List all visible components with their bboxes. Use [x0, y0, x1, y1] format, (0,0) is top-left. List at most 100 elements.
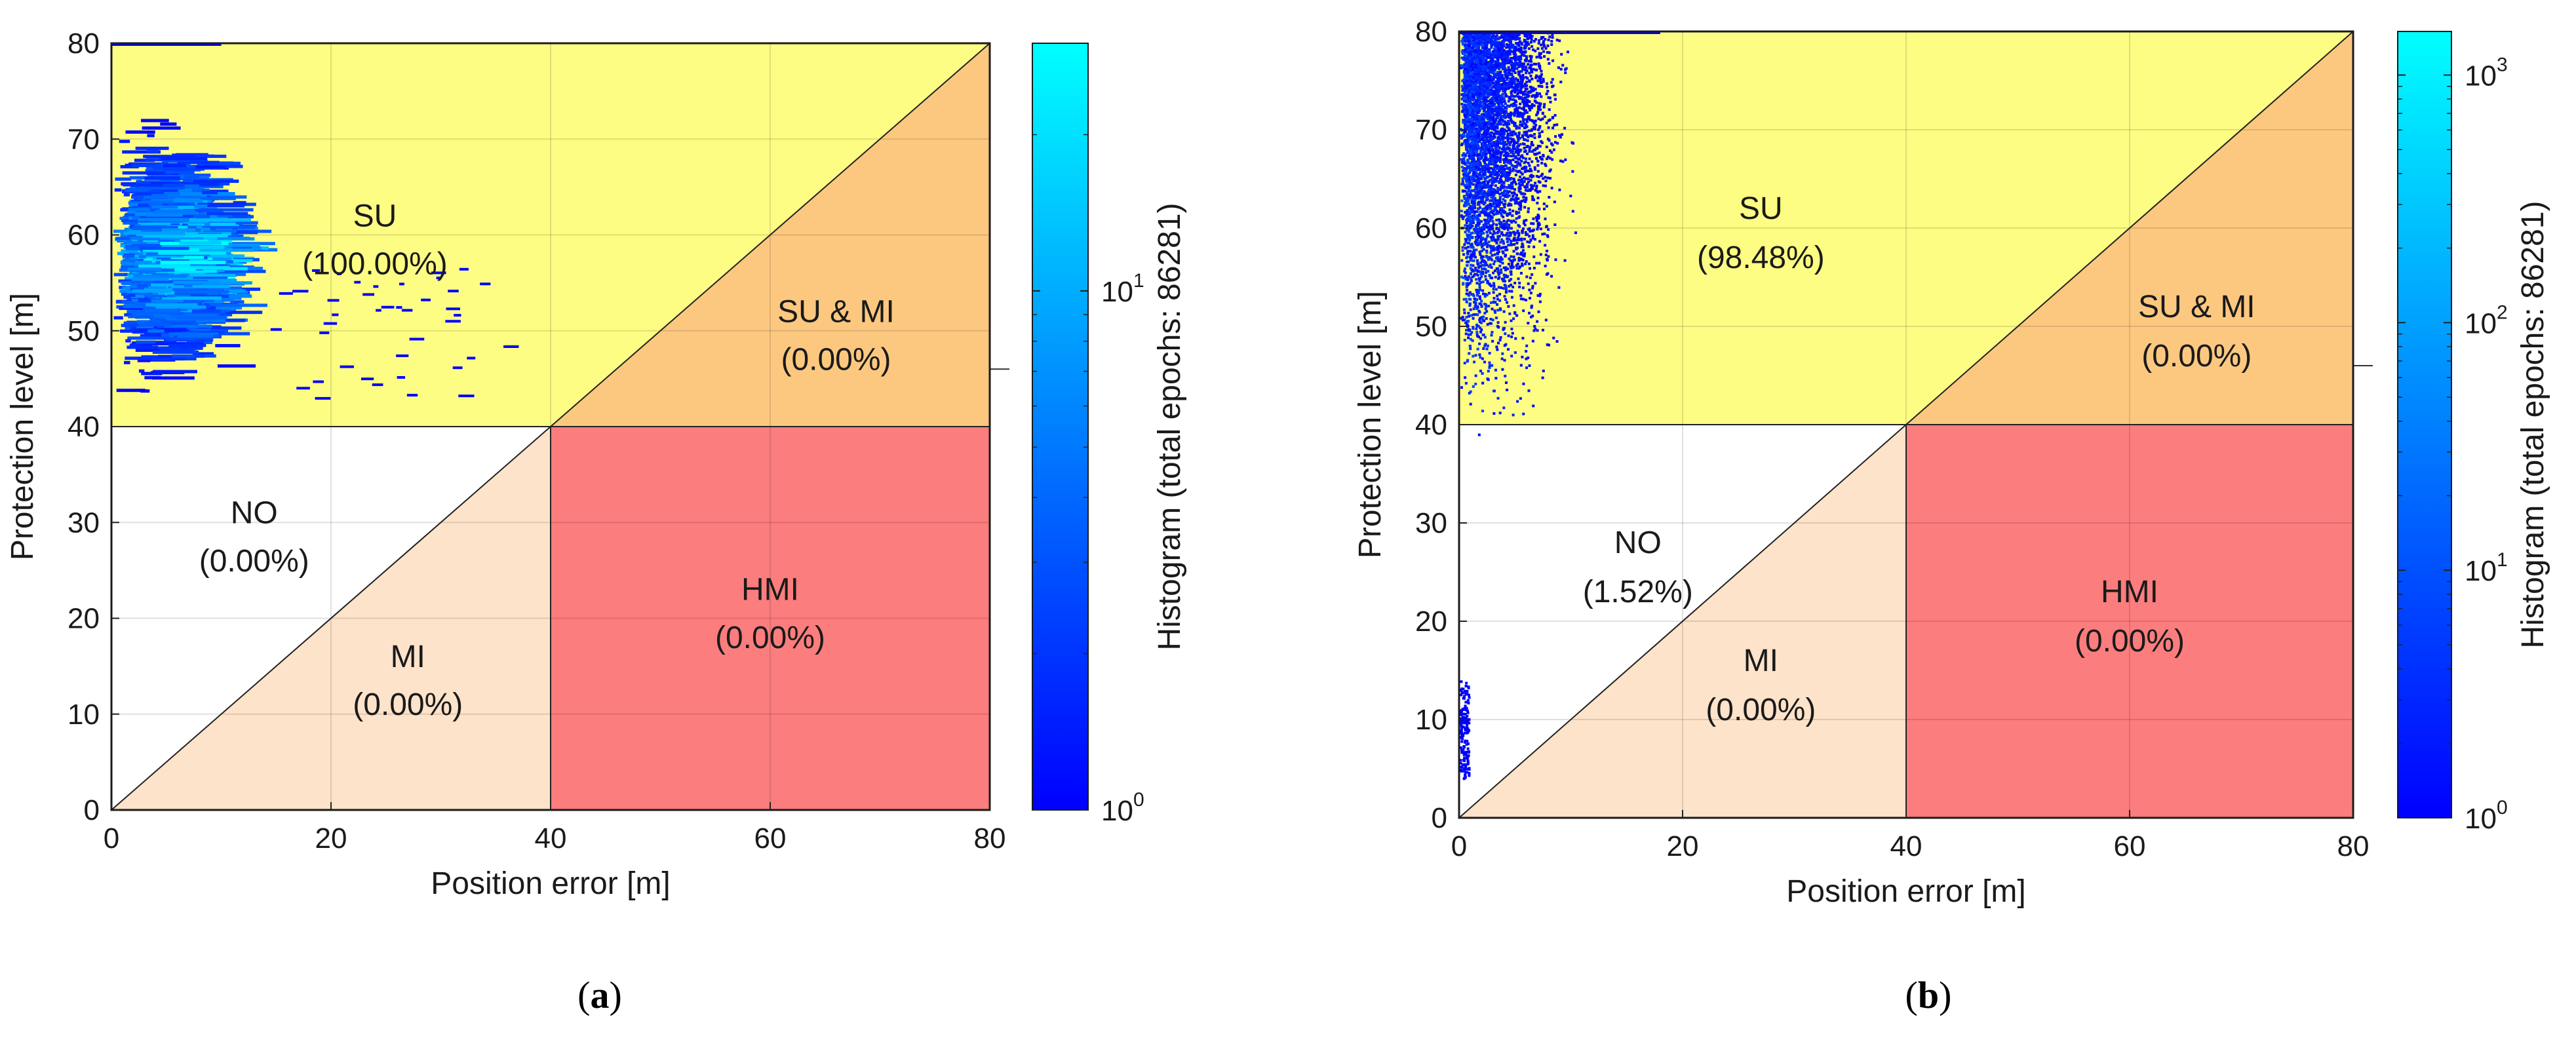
density-cell	[1481, 105, 1485, 108]
density-cell	[1506, 214, 1509, 217]
density-cell	[1519, 123, 1522, 126]
density-cell	[409, 337, 425, 341]
density-cell	[1477, 196, 1481, 199]
density-cell	[1484, 343, 1487, 346]
density-cell	[1492, 109, 1495, 113]
density-cell	[1530, 143, 1533, 146]
density-cell	[1535, 261, 1538, 265]
density-cell	[193, 180, 239, 183]
density-cell	[1563, 259, 1567, 262]
density-cell	[1502, 185, 1506, 188]
density-cell	[1487, 225, 1490, 229]
density-cell	[192, 225, 256, 229]
density-cell	[1496, 294, 1499, 298]
density-cell	[1527, 161, 1530, 164]
density-cell	[1485, 121, 1488, 124]
density-cell	[165, 170, 171, 174]
density-cell	[1464, 224, 1467, 227]
density-cell	[1495, 180, 1498, 183]
density-cell	[134, 196, 144, 200]
density-cell	[1502, 41, 1505, 45]
density-cell	[1485, 184, 1489, 187]
density-cell	[1468, 195, 1472, 199]
density-cell	[1498, 79, 1502, 83]
density-cell	[119, 289, 136, 293]
density-cell	[113, 273, 128, 277]
density-cell	[1515, 126, 1518, 130]
density-cell	[1506, 177, 1510, 180]
density-cell	[1485, 58, 1488, 62]
density-cell	[1497, 273, 1500, 276]
density-cell	[1488, 145, 1491, 149]
density-cell	[1508, 257, 1511, 260]
density-cell	[1469, 104, 1472, 107]
density-cell	[1509, 43, 1512, 46]
density-cell	[140, 292, 148, 296]
density-cell	[158, 251, 226, 255]
density-cell	[1523, 130, 1526, 134]
density-cell	[1515, 241, 1519, 244]
density-cell	[1510, 328, 1513, 331]
density-cell	[1544, 218, 1547, 221]
density-cell	[1528, 240, 1531, 244]
density-cell	[180, 239, 208, 243]
density-cell	[459, 267, 469, 271]
density-cell	[1530, 88, 1533, 92]
density-cell	[1537, 175, 1540, 178]
density-cell	[1498, 110, 1502, 113]
density-cell	[1513, 79, 1516, 83]
density-cell	[1522, 382, 1525, 385]
density-cell	[1534, 216, 1538, 219]
density-cell	[1502, 190, 1506, 193]
density-cell	[1483, 144, 1487, 147]
density-cell	[1502, 223, 1506, 226]
density-cell	[1476, 347, 1479, 351]
density-cell	[1513, 236, 1516, 239]
density-cell	[1504, 320, 1507, 324]
density-cell	[1563, 68, 1567, 71]
density-cell	[1504, 136, 1507, 140]
density-cell	[1501, 134, 1504, 137]
density-cell	[1474, 266, 1477, 269]
density-cell	[1491, 79, 1494, 83]
density-cell	[1503, 63, 1506, 66]
density-cell	[1500, 214, 1504, 217]
density-cell	[1489, 263, 1492, 267]
density-cell	[1529, 33, 1532, 37]
density-cell	[1465, 82, 1468, 85]
density-cell	[1500, 223, 1504, 227]
density-cell	[1564, 158, 1567, 161]
density-cell	[1510, 239, 1513, 242]
density-cell	[1483, 225, 1486, 229]
density-cell	[194, 354, 205, 358]
density-cell	[1507, 120, 1510, 123]
density-cell	[1461, 79, 1464, 83]
density-cell	[1540, 43, 1543, 47]
density-cell	[1507, 219, 1510, 222]
density-cell	[1514, 104, 1517, 107]
density-cell	[1491, 180, 1494, 183]
density-cell	[1542, 50, 1546, 53]
density-cell	[1526, 185, 1529, 189]
density-cell	[1460, 64, 1463, 67]
density-cell	[1539, 56, 1542, 60]
density-cell	[1511, 187, 1514, 190]
density-cell	[1506, 132, 1510, 136]
density-cell	[1474, 216, 1477, 220]
density-cell	[121, 324, 142, 328]
density-cell	[141, 292, 172, 296]
density-cell	[1477, 145, 1480, 148]
density-cell	[1483, 295, 1487, 298]
density-cell	[1529, 179, 1532, 182]
density-cell	[1519, 364, 1523, 367]
density-cell	[1538, 39, 1541, 42]
density-cell	[217, 364, 256, 368]
density-cell	[1548, 96, 1551, 100]
density-cell	[1544, 184, 1547, 187]
density-cell	[1502, 154, 1506, 157]
density-cell	[1551, 116, 1554, 119]
density-cell	[1512, 153, 1515, 156]
density-cell	[1504, 248, 1507, 252]
density-cell	[1473, 240, 1477, 244]
density-cell	[1485, 159, 1489, 162]
